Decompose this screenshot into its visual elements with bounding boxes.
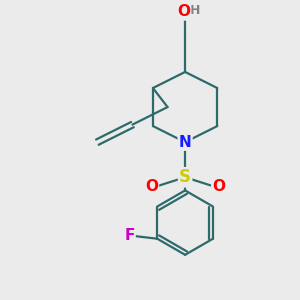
Text: O: O [145, 178, 158, 194]
Text: O: O [177, 4, 190, 20]
Text: S: S [179, 168, 191, 186]
Text: H: H [190, 4, 200, 17]
Text: O: O [212, 178, 225, 194]
Text: F: F [124, 228, 135, 243]
Text: N: N [179, 135, 191, 150]
